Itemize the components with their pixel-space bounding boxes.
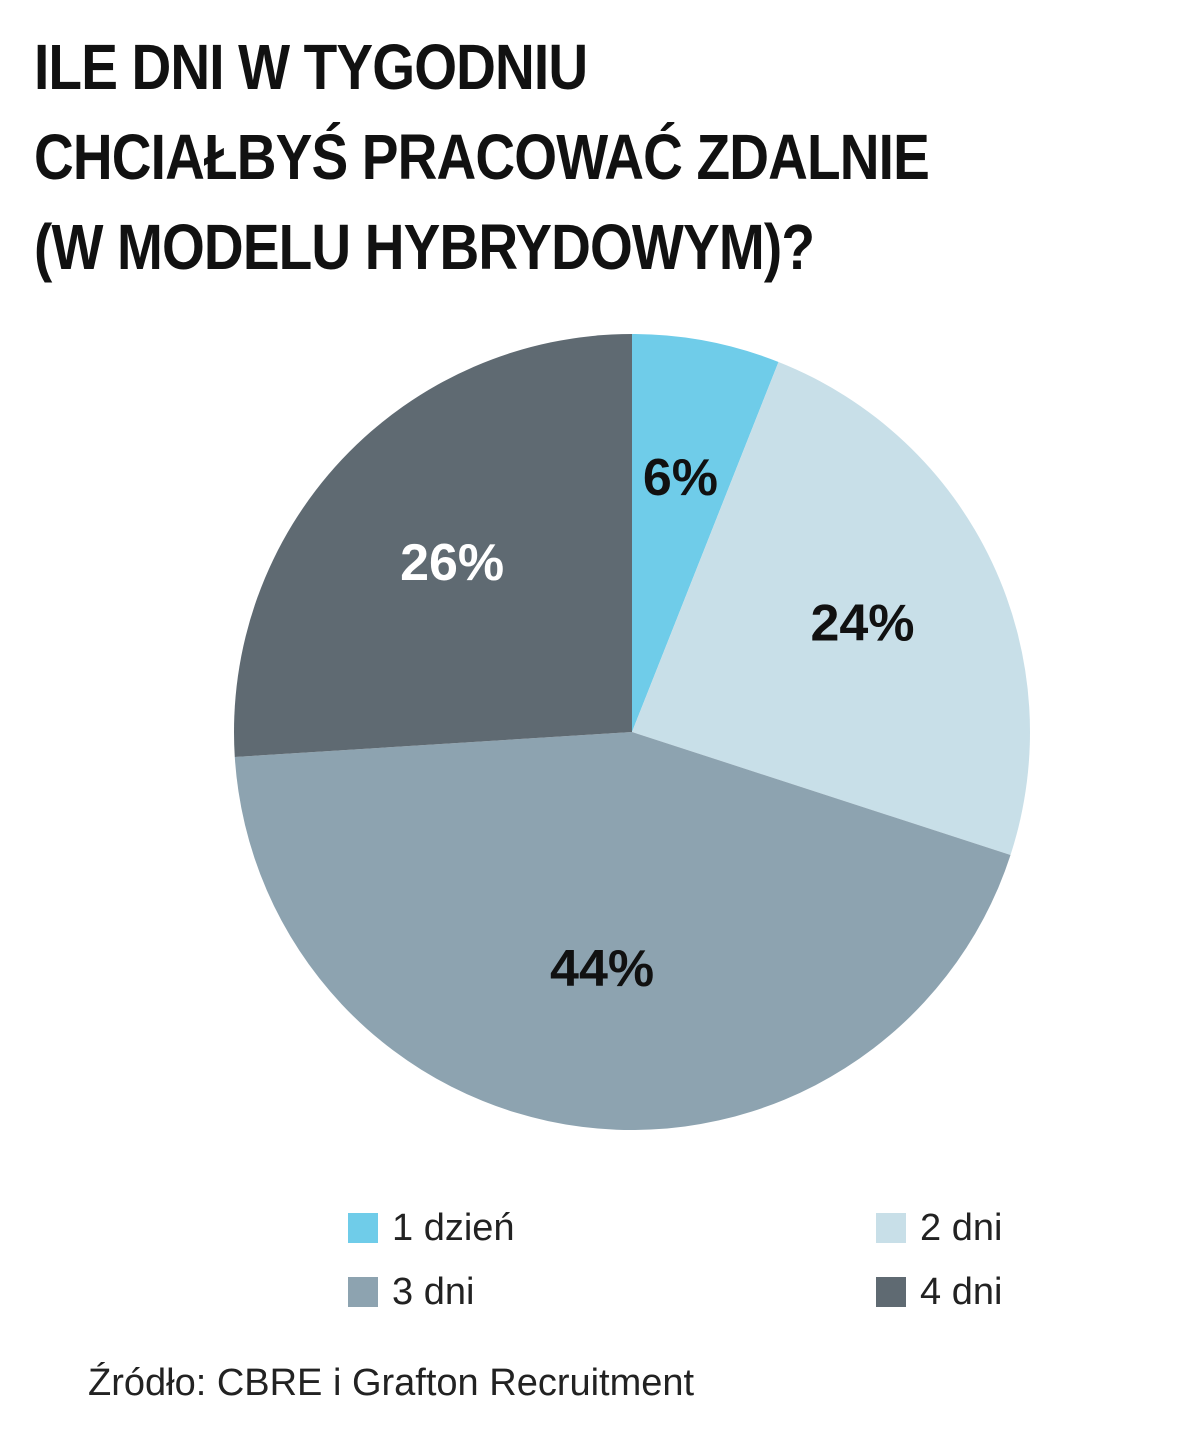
legend-item-3-dni: 3 dni [348,1266,474,1318]
pie-slice-2 [632,361,1030,855]
legend-swatch [876,1277,906,1307]
pie-slice-3 [234,732,1011,1130]
slice-label-3: 44% [550,940,654,998]
legend-label: 4 dni [920,1270,1003,1313]
legend-label: 1 dzień [392,1206,515,1249]
legend-label: 3 dni [392,1270,475,1313]
pie-slice-4 [234,334,632,757]
legend-swatch [876,1213,906,1243]
legend-swatch [348,1213,378,1243]
legend-label: 2 dni [920,1206,1003,1249]
source-note: Źródło: CBRE i Grafton Recruitment [88,1362,695,1404]
legend-item-2-dni: 2 dni [876,1202,1002,1254]
pie-chart: 6% 24% 44% 26% [234,334,1030,1130]
slice-label-2: 24% [810,595,914,653]
pie-slice-1 [632,334,779,732]
title-line-3: (W MODELU HYBRYDOWYM)? [34,211,815,283]
legend-item-4-dni: 4 dni [876,1266,1002,1318]
title-line-1: ILE DNI W TYGODNIU [34,31,588,103]
legend: 1 dzień 2 dni 3 dni 4 dni [348,1202,1008,1332]
legend-swatch [348,1277,378,1307]
legend-item-1-dzien: 1 dzień [348,1202,515,1254]
slice-label-1: 6% [643,449,718,507]
slice-label-4: 26% [400,534,504,592]
chart-title: ILE DNI W TYGODNIU CHCIAŁBYŚ PRACOWAĆ ZD… [34,22,1014,292]
title-line-2: CHCIAŁBYŚ PRACOWAĆ ZDALNIE [34,121,930,193]
